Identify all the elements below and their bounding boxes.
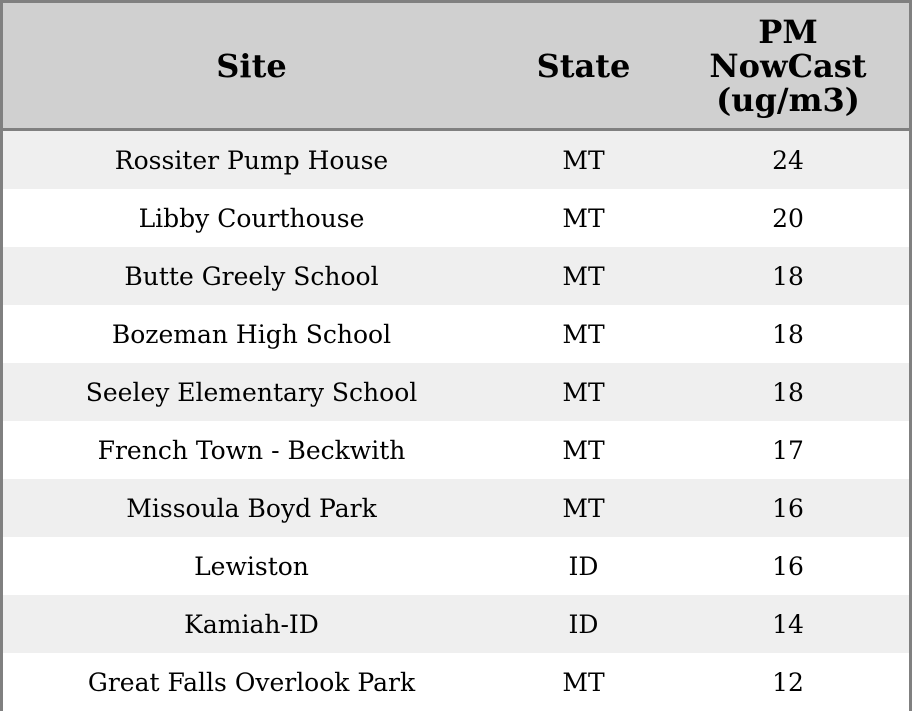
header-row: Site State PM NowCast (ug/m3): [3, 3, 909, 131]
table-row: Kamiah-ID ID 14: [3, 595, 909, 653]
state-cell: MT: [500, 653, 667, 711]
state-cell: MT: [500, 421, 667, 479]
pm-cell: 16: [667, 537, 909, 595]
pm-cell: 14: [667, 595, 909, 653]
table-row: Libby Courthouse MT 20: [3, 189, 909, 247]
state-cell: ID: [500, 595, 667, 653]
state-cell: MT: [500, 129, 667, 189]
site-cell: Lewiston: [3, 537, 500, 595]
state-cell: MT: [500, 363, 667, 421]
pm-cell: 20: [667, 189, 909, 247]
column-header-pm-label: PM NowCast (ug/m3): [709, 12, 867, 119]
state-cell: ID: [500, 537, 667, 595]
table-row: Butte Greely School MT 18: [3, 247, 909, 305]
pm-cell: 16: [667, 479, 909, 537]
data-table: Site State PM NowCast (ug/m3) Rossiter P…: [3, 3, 909, 711]
site-cell: Kamiah-ID: [3, 595, 500, 653]
table-row: Lewiston ID 16: [3, 537, 909, 595]
site-cell: Rossiter Pump House: [3, 129, 500, 189]
site-cell: Great Falls Overlook Park: [3, 653, 500, 711]
state-cell: MT: [500, 305, 667, 363]
state-cell: MT: [500, 247, 667, 305]
table-row: Bozeman High School MT 18: [3, 305, 909, 363]
table-row: Rossiter Pump House MT 24: [3, 129, 909, 189]
site-cell: Libby Courthouse: [3, 189, 500, 247]
table-row: Missoula Boyd Park MT 16: [3, 479, 909, 537]
table-row: French Town - Beckwith MT 17: [3, 421, 909, 479]
column-header-pm: PM NowCast (ug/m3): [667, 3, 909, 131]
pm-cell: 18: [667, 305, 909, 363]
pm-cell: 24: [667, 129, 909, 189]
pm-cell: 18: [667, 363, 909, 421]
state-cell: MT: [500, 479, 667, 537]
table-row: Seeley Elementary School MT 18: [3, 363, 909, 421]
pm-cell: 18: [667, 247, 909, 305]
state-cell: MT: [500, 189, 667, 247]
column-header-state: State: [500, 3, 667, 131]
table-row: Great Falls Overlook Park MT 12: [3, 653, 909, 711]
site-cell: Bozeman High School: [3, 305, 500, 363]
site-cell: Missoula Boyd Park: [3, 479, 500, 537]
site-cell: Butte Greely School: [3, 247, 500, 305]
pm-cell: 17: [667, 421, 909, 479]
column-header-site: Site: [3, 3, 500, 131]
site-cell: Seeley Elementary School: [3, 363, 500, 421]
pm-cell: 12: [667, 653, 909, 711]
site-cell: French Town - Beckwith: [3, 421, 500, 479]
